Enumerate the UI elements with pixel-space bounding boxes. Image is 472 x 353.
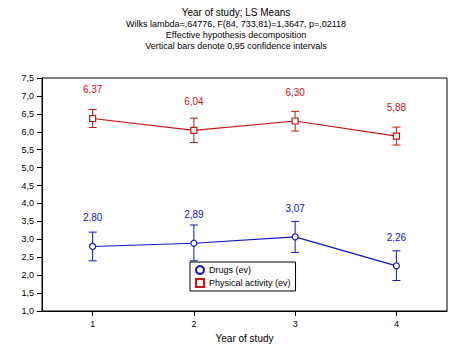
svg-text:Wilks lambda=,64776, F(84, 733: Wilks lambda=,64776, F(84, 733,81)=1,364… — [126, 19, 346, 29]
svg-text:2,0: 2,0 — [21, 270, 34, 280]
svg-text:2,80: 2,80 — [83, 212, 103, 223]
svg-text:1,5: 1,5 — [21, 288, 34, 298]
svg-text:5,5: 5,5 — [21, 145, 34, 155]
svg-text:4,5: 4,5 — [21, 181, 34, 191]
svg-text:1: 1 — [90, 319, 95, 329]
svg-text:3,0: 3,0 — [21, 234, 34, 244]
svg-text:Effective hypothesis decomposi: Effective hypothesis decomposition — [166, 30, 306, 40]
svg-text:4,0: 4,0 — [21, 198, 34, 208]
svg-text:Vertical bars denote 0,95 conf: Vertical bars denote 0,95 confidence int… — [145, 41, 327, 51]
svg-text:2: 2 — [191, 319, 196, 329]
svg-text:5,0: 5,0 — [21, 163, 34, 173]
svg-text:1,0: 1,0 — [21, 306, 34, 316]
svg-text:2,26: 2,26 — [387, 232, 407, 243]
svg-text:7,5: 7,5 — [21, 73, 34, 83]
svg-text:3,5: 3,5 — [21, 216, 34, 226]
svg-text:3,07: 3,07 — [285, 203, 305, 214]
svg-text:5,88: 5,88 — [387, 102, 407, 113]
svg-text:Physical activity (ev): Physical activity (ev) — [209, 278, 291, 288]
svg-text:4: 4 — [394, 319, 399, 329]
svg-text:Year of study: Year of study — [215, 333, 273, 344]
svg-text:3: 3 — [293, 319, 298, 329]
svg-text:6,5: 6,5 — [21, 109, 34, 119]
svg-text:2,89: 2,89 — [184, 209, 204, 220]
svg-text:6,04: 6,04 — [184, 96, 204, 107]
svg-text:7,0: 7,0 — [21, 91, 34, 101]
svg-text:Year of study; LS Means: Year of study; LS Means — [182, 7, 291, 18]
svg-text:2,5: 2,5 — [21, 252, 34, 262]
svg-text:6,30: 6,30 — [285, 87, 305, 98]
svg-text:Drugs (ev): Drugs (ev) — [209, 265, 251, 275]
svg-text:6,0: 6,0 — [21, 127, 34, 137]
svg-text:6,37: 6,37 — [83, 84, 103, 95]
